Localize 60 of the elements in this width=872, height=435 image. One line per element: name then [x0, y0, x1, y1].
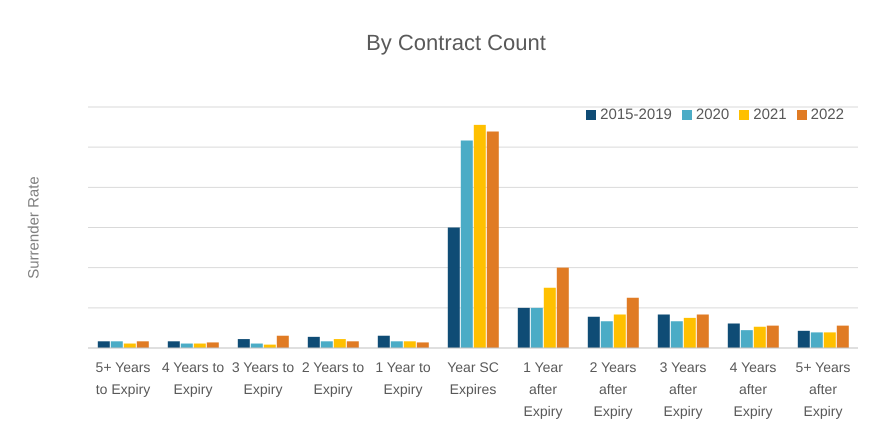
bar	[766, 326, 779, 348]
x-tick-label: 5+ Years to Expiry	[96, 358, 150, 397]
bar	[308, 336, 320, 348]
bar	[626, 298, 639, 348]
bar	[124, 344, 136, 348]
bar	[136, 341, 149, 348]
y-axis-title: Surrender Rate	[25, 176, 42, 279]
bar	[486, 132, 499, 348]
bar	[194, 344, 206, 348]
bar	[670, 321, 683, 348]
bar	[544, 288, 556, 348]
bar	[276, 336, 289, 348]
bar	[378, 336, 390, 348]
bar	[180, 344, 193, 348]
x-tick-label: 1 Year after Expiry	[523, 358, 564, 419]
bar	[98, 341, 110, 348]
bar	[530, 308, 543, 348]
bar	[810, 332, 823, 348]
bar	[600, 321, 613, 348]
bar	[320, 341, 333, 348]
bar	[238, 339, 250, 348]
bar	[754, 326, 766, 348]
bar	[696, 314, 709, 348]
bar	[390, 341, 403, 348]
bar	[448, 228, 460, 348]
x-tick-label: 3 Years after Expiry	[660, 358, 706, 419]
bar	[614, 314, 626, 348]
bar	[404, 341, 416, 348]
bar	[556, 268, 569, 348]
bar	[346, 341, 359, 348]
x-tick-label: 5+ Years after Expiry	[796, 358, 850, 419]
bar	[740, 330, 753, 348]
x-tick-label: 4 Years after Expiry	[730, 358, 776, 419]
bar	[728, 323, 740, 348]
x-tick-label: Year SC Expires	[447, 358, 499, 397]
x-tick-label: 4 Years to Expiry	[162, 358, 224, 397]
bar	[460, 140, 473, 348]
bar	[836, 326, 849, 348]
legend-label: 2020	[696, 106, 730, 123]
bar	[658, 314, 670, 348]
bar	[824, 332, 836, 348]
bar	[250, 344, 263, 348]
bar	[518, 308, 530, 348]
legend-label: 2022	[810, 106, 844, 123]
bar	[684, 318, 696, 348]
x-tick-label: 3 Years to Expiry	[232, 358, 294, 397]
x-tick-label: 2 Years to Expiry	[302, 358, 364, 397]
bar	[110, 341, 123, 348]
chart-title: By Contract Count	[365, 29, 547, 57]
legend-label: 2021	[753, 106, 787, 123]
bar	[206, 342, 219, 348]
x-tick-label: 2 Years after Expiry	[590, 358, 636, 419]
x-tick-label: 1 Year to Expiry	[375, 358, 431, 397]
legend-label: 2015-2019	[600, 106, 672, 123]
bar	[168, 341, 180, 348]
bar	[798, 330, 810, 348]
bar	[588, 316, 600, 348]
bar	[334, 339, 346, 348]
bar	[416, 342, 429, 348]
bar	[474, 124, 486, 348]
